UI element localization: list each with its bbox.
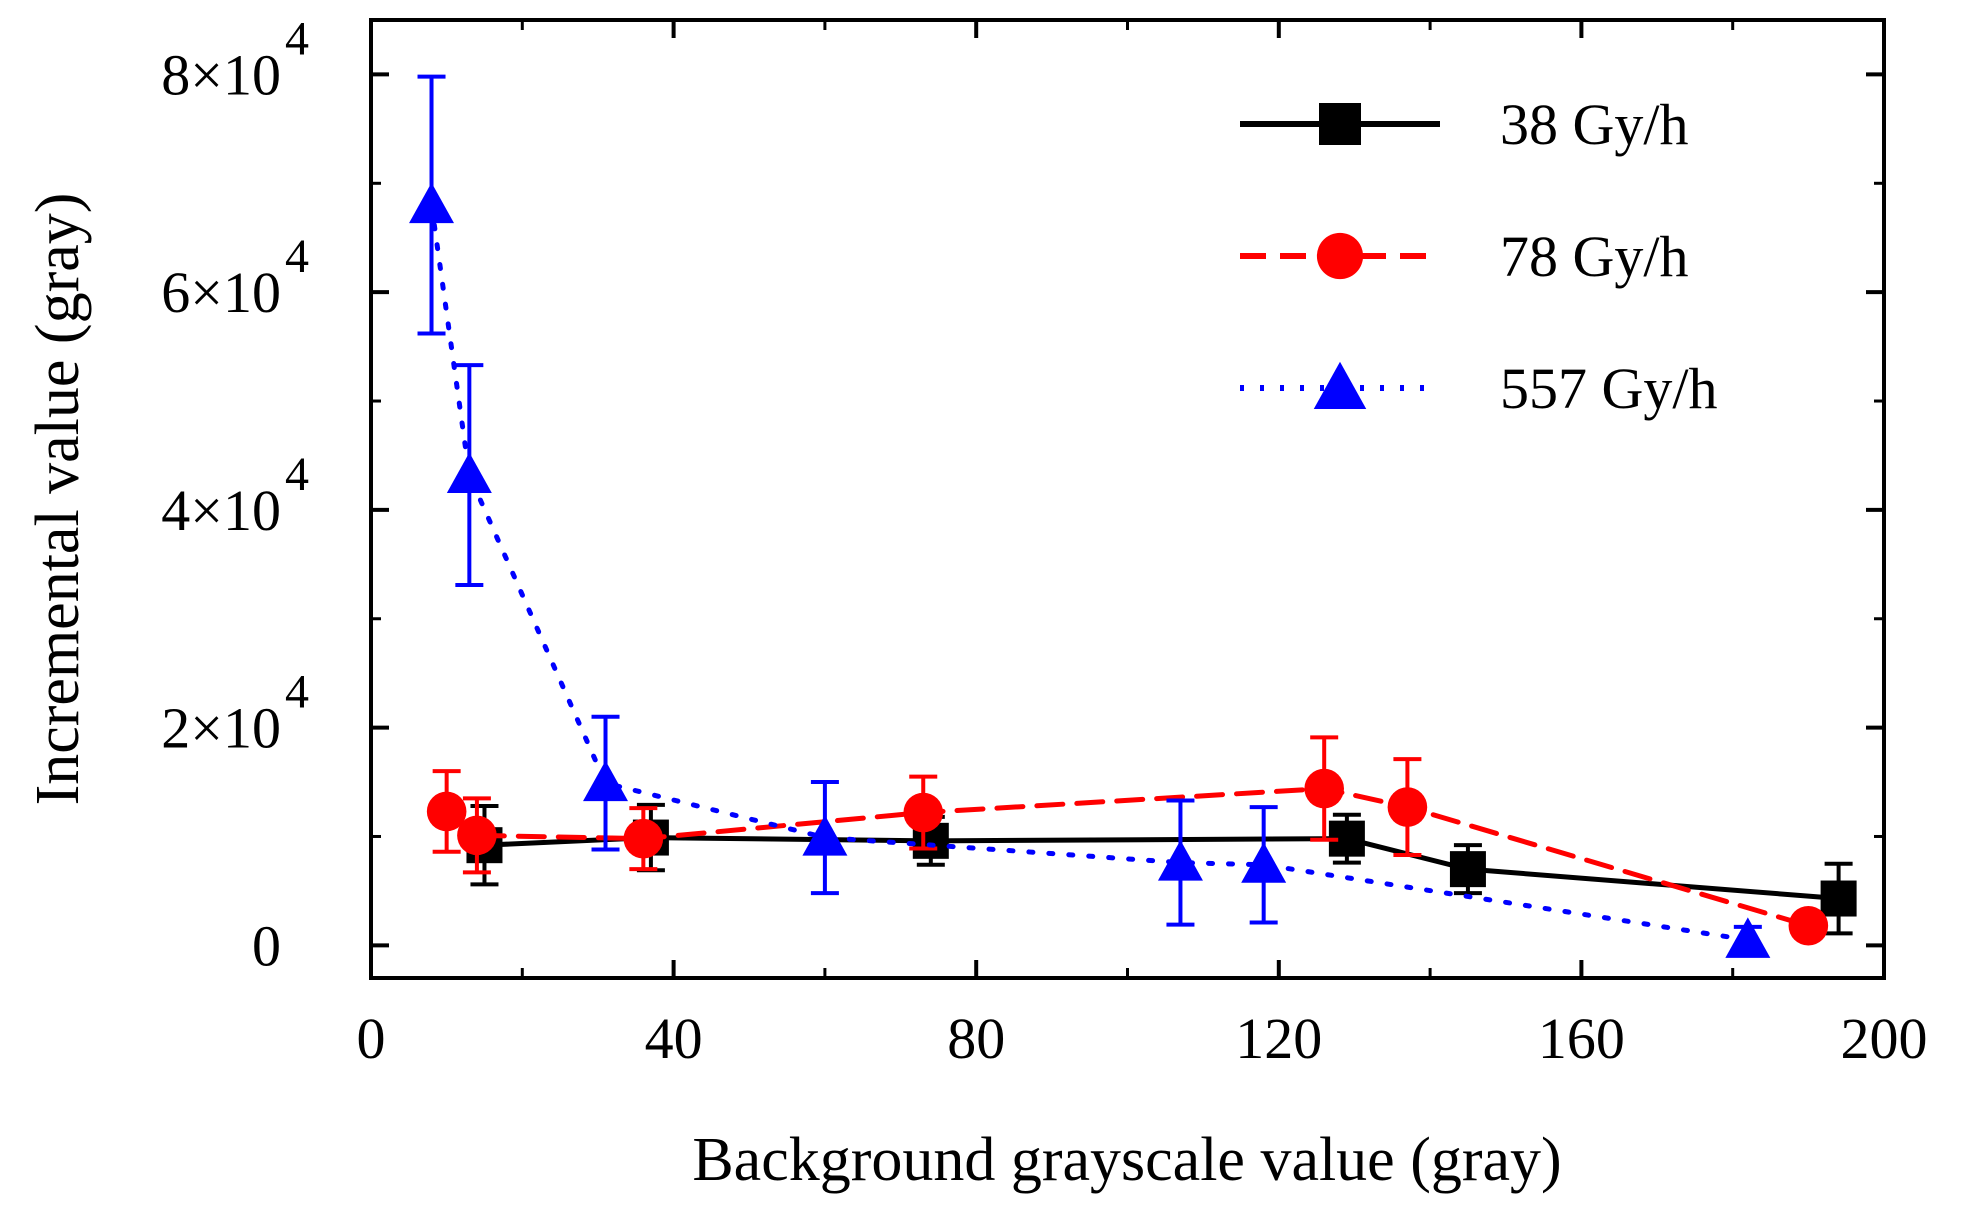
legend-label: 557 Gy/h xyxy=(1500,356,1718,421)
y-tick-label: 2×10 xyxy=(161,696,281,761)
x-tick-label: 120 xyxy=(1235,1006,1322,1071)
legend-label: 78 Gy/h xyxy=(1500,224,1689,289)
y-tick-label: 6×10 xyxy=(161,260,281,325)
data-point xyxy=(1157,840,1203,881)
data-point xyxy=(623,818,664,859)
legend-label: 38 Gy/h xyxy=(1500,92,1689,157)
series-line xyxy=(481,835,1842,902)
data-point xyxy=(1820,880,1857,917)
data-point xyxy=(1241,842,1287,883)
x-axis: 0 40 80 120 160 200 xyxy=(357,20,1928,1071)
x-tick-label: 40 xyxy=(645,1006,703,1071)
legend-marker xyxy=(1316,232,1364,280)
data-point xyxy=(583,760,629,802)
x-tick-label: 80 xyxy=(947,1006,1005,1071)
data-point xyxy=(903,792,944,833)
data-point xyxy=(446,452,492,494)
series-1 xyxy=(426,735,1829,946)
legend-marker xyxy=(1319,103,1361,145)
y-tick-exponent: 4 xyxy=(285,448,309,501)
series-0 xyxy=(466,802,1857,936)
y-tick-label: 0 xyxy=(252,913,281,978)
y-tick-exponent: 4 xyxy=(285,666,309,719)
y-tick-label: 4×10 xyxy=(161,478,281,543)
y-tick-exponent: 4 xyxy=(285,230,309,283)
data-point xyxy=(457,815,497,856)
data-point xyxy=(1725,917,1771,958)
data-point xyxy=(426,791,467,832)
x-tick-label: 0 xyxy=(357,1006,386,1071)
series-layer xyxy=(409,74,1857,958)
data-point xyxy=(1387,787,1428,827)
x-tick-label: 160 xyxy=(1538,1006,1625,1071)
series-2 xyxy=(409,74,1771,958)
data-point xyxy=(1304,768,1344,809)
y-tick-exponent: 4 xyxy=(285,12,309,65)
plot-frame xyxy=(369,18,1886,980)
data-point xyxy=(409,182,455,224)
legend: 38 Gy/h 78 Gy/h 557 Gy/h xyxy=(1240,92,1718,421)
legend-marker xyxy=(1313,361,1367,409)
data-point xyxy=(1788,905,1829,946)
data-point xyxy=(1449,851,1486,888)
y-axis-title: Incremental value (gray) xyxy=(24,193,92,806)
y-tick-label: 8×10 xyxy=(161,42,281,107)
x-axis-title: Background grayscale value (gray) xyxy=(692,1126,1561,1194)
data-point xyxy=(802,815,848,856)
x-tick-label: 200 xyxy=(1841,1006,1928,1071)
